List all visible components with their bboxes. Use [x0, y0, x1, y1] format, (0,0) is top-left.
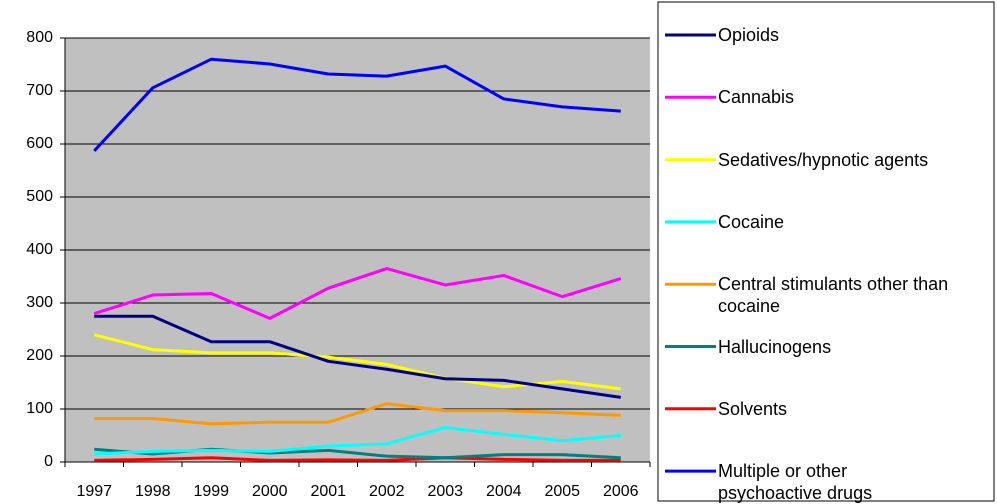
legend-label: Multiple or other psychoactive drugs	[718, 461, 873, 504]
x-tick-label: 2000	[252, 483, 288, 500]
y-tick-label: 200	[26, 347, 53, 364]
legend-label: Sedatives/hypnotic agents	[718, 149, 929, 170]
legend-label: Cannabis	[718, 87, 795, 108]
y-tick-label: 0	[44, 453, 53, 470]
legend-label: Solvents	[718, 398, 788, 419]
x-tick-label: 2002	[369, 483, 405, 500]
series-line	[93, 267, 622, 320]
legend-label: Opioids	[718, 25, 780, 45]
x-tick-label: 1999	[193, 483, 229, 500]
y-tick-label: 700	[26, 82, 53, 99]
y-tick-label: 500	[26, 188, 53, 205]
series-line	[94, 402, 621, 426]
legend-label: Hallucinogens	[718, 336, 832, 357]
y-tick-label: 300	[26, 294, 53, 311]
x-tick-label: 2004	[486, 483, 522, 500]
y-tick-label: 400	[26, 241, 53, 258]
series-line	[94, 314, 621, 399]
x-tick-label: 2001	[310, 483, 346, 500]
y-tick-label: 800	[26, 29, 53, 46]
x-tick-label: 1997	[76, 483, 112, 500]
legend-label: Cocaine	[718, 211, 785, 232]
y-tick-label: 600	[26, 135, 53, 152]
x-tick-label: 2003	[427, 483, 463, 500]
series-line	[94, 456, 621, 462]
x-tick-label: 2005	[544, 483, 580, 500]
series-line	[94, 426, 621, 456]
y-tick-label: 100	[26, 400, 53, 417]
series-line	[93, 57, 621, 152]
legend-label: Central stimulants other than cocaine	[718, 274, 949, 317]
x-tick-label: 1998	[135, 483, 171, 500]
x-tick-label: 2006	[603, 483, 639, 500]
legend-box	[657, 1, 995, 502]
